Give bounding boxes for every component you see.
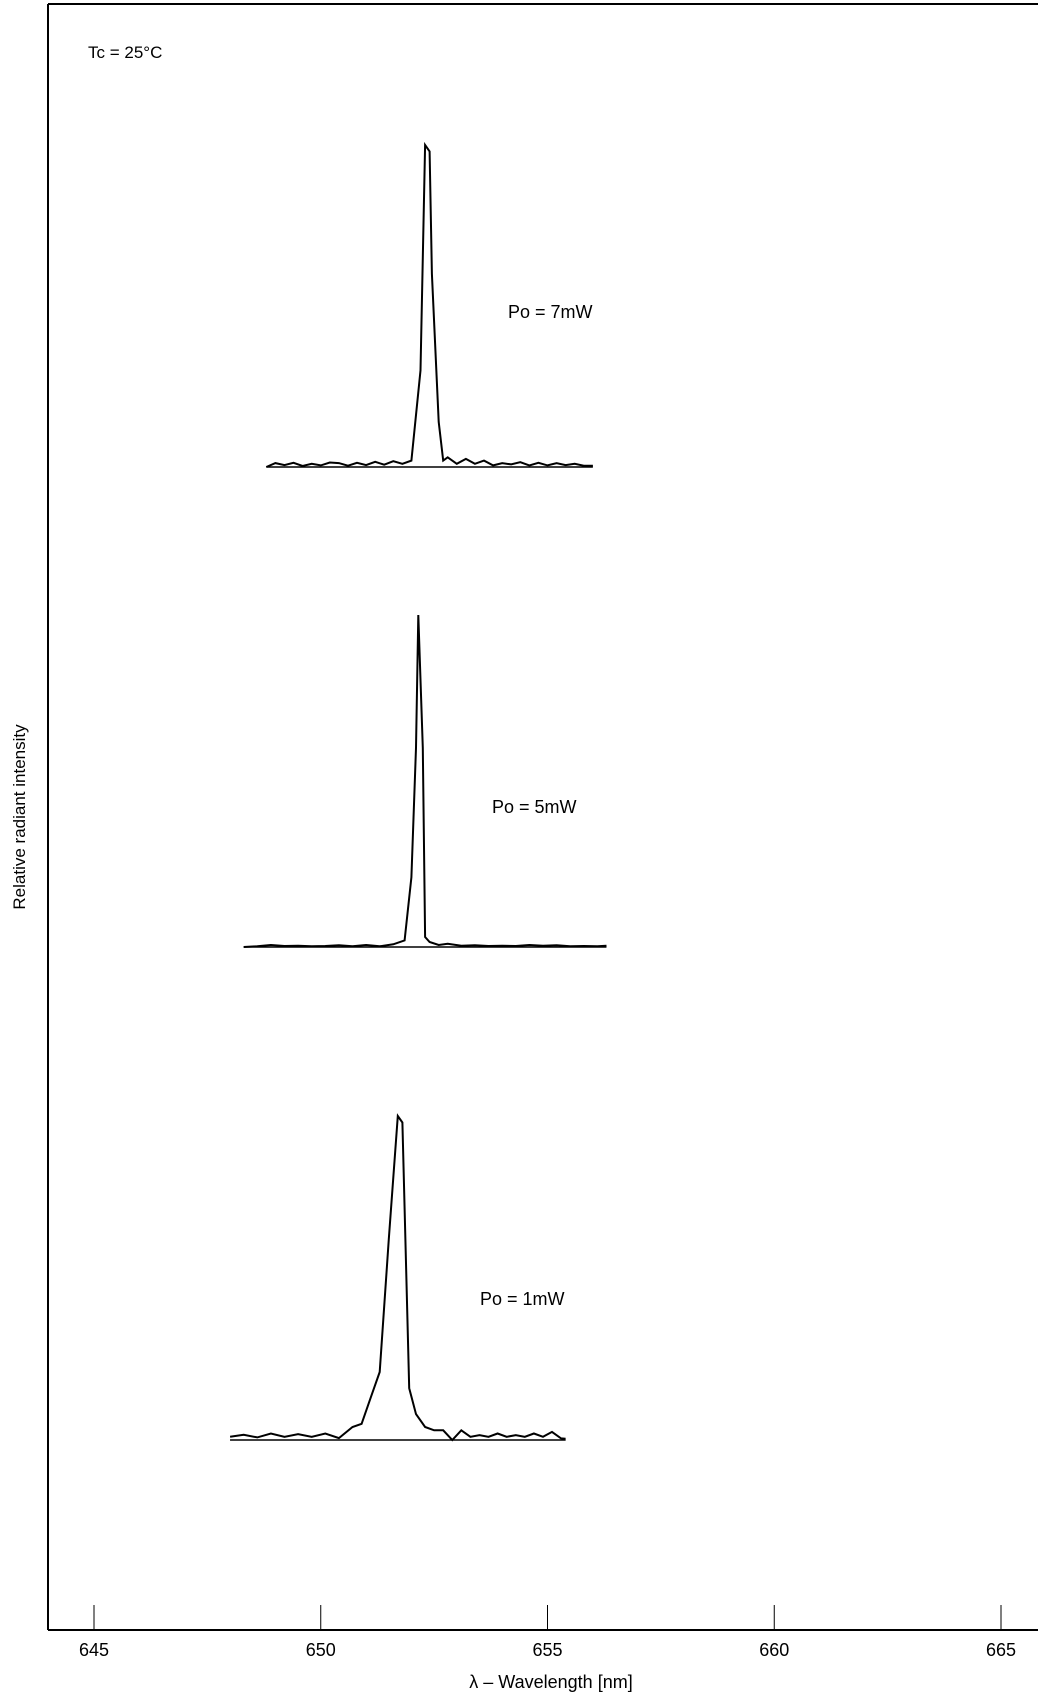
x-tick-label: 650 — [306, 1640, 336, 1660]
y-axis-label: Relative radiant intensity — [10, 724, 29, 910]
series-line — [229, 1113, 566, 1442]
series-line — [243, 614, 607, 948]
series-line — [265, 141, 593, 468]
series-group: Po = 7mW — [265, 141, 593, 468]
annotation-temperature: Tc = 25°C — [88, 43, 162, 62]
x-tick-label: 665 — [986, 1640, 1016, 1660]
series-group: Po = 1mW — [229, 1113, 566, 1442]
series-group: Po = 5mW — [243, 614, 607, 948]
series-label: Po = 5mW — [492, 797, 577, 817]
x-tick-label: 645 — [79, 1640, 109, 1660]
x-tick-label: 655 — [532, 1640, 562, 1660]
x-tick-label: 660 — [759, 1640, 789, 1660]
x-axis-label: λ – Wavelength [nm] — [469, 1672, 632, 1692]
plot-series: Po = 7mW Po = 5mW Po = 1mW — [229, 141, 607, 1442]
series-label: Po = 1mW — [480, 1289, 565, 1309]
x-ticks: 645 650 655 660 665 — [79, 1605, 1016, 1660]
series-label: Po = 7mW — [508, 302, 593, 322]
